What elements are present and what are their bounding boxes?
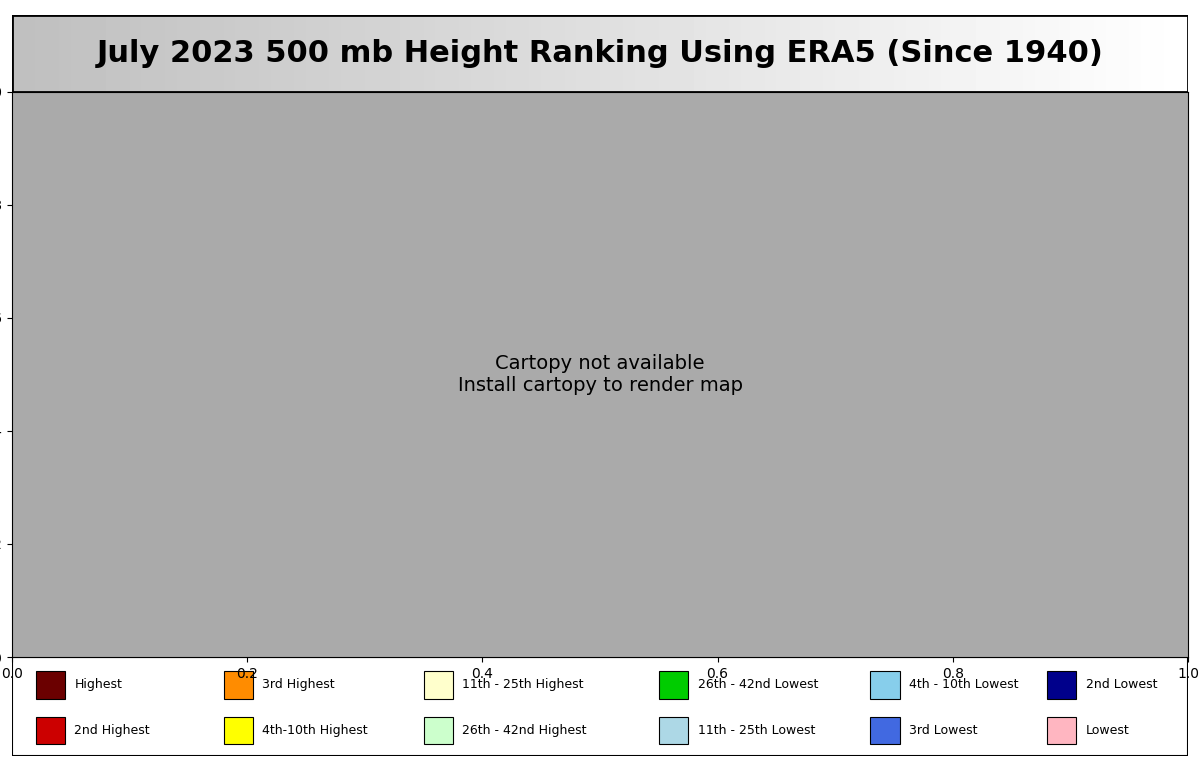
Bar (223, 717, 253, 744)
Text: Highest: Highest (74, 678, 122, 691)
Text: July 2023 500 mb Height Ranking Using ERA5 (Since 1940): July 2023 500 mb Height Ranking Using ER… (96, 39, 1104, 68)
Text: 2nd Highest: 2nd Highest (74, 724, 150, 737)
Text: 11th - 25th Highest: 11th - 25th Highest (462, 678, 584, 691)
Text: 4th - 10th Lowest: 4th - 10th Lowest (910, 678, 1019, 691)
Bar (659, 717, 689, 744)
Text: Cartopy not available
Install cartopy to render map: Cartopy not available Install cartopy to… (457, 354, 743, 395)
Bar (36, 717, 65, 744)
Bar (1046, 671, 1076, 699)
Bar (424, 717, 454, 744)
Bar (659, 671, 689, 699)
Bar (424, 671, 454, 699)
Text: 2nd Lowest: 2nd Lowest (1086, 678, 1157, 691)
Bar (36, 671, 65, 699)
Bar (223, 671, 253, 699)
Text: 11th - 25th Lowest: 11th - 25th Lowest (697, 724, 815, 737)
Bar (870, 717, 900, 744)
Text: 3rd Lowest: 3rd Lowest (910, 724, 978, 737)
Bar (1046, 717, 1076, 744)
Text: 4th-10th Highest: 4th-10th Highest (263, 724, 368, 737)
Bar (870, 671, 900, 699)
Text: 26th - 42nd Lowest: 26th - 42nd Lowest (697, 678, 818, 691)
Text: 26th - 42nd Highest: 26th - 42nd Highest (462, 724, 587, 737)
Text: Lowest: Lowest (1086, 724, 1129, 737)
Text: 3rd Highest: 3rd Highest (263, 678, 335, 691)
